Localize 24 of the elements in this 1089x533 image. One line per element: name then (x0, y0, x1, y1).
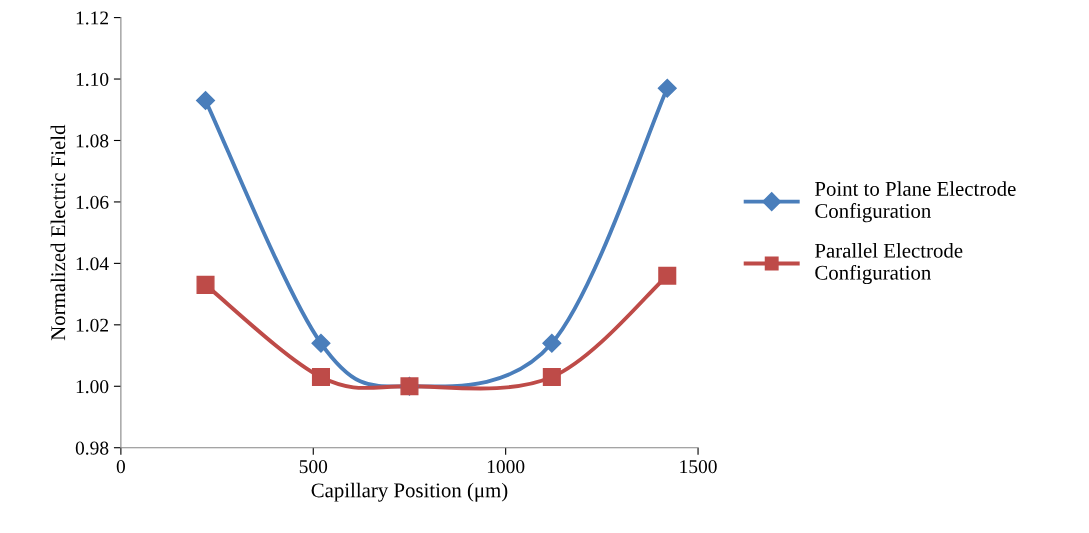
x-tick-label: 1000 (487, 460, 525, 474)
y-axis-title: Normalized Electric Field (50, 124, 66, 341)
point (311, 333, 331, 353)
y-tick-label: 1.08 (76, 134, 109, 148)
point (195, 91, 216, 111)
y-tick-label: 1.02 (76, 318, 108, 332)
y-tick-label: 1.06 (76, 195, 109, 209)
point (542, 333, 562, 353)
y-tick-label: 1.12 (76, 11, 108, 25)
point (658, 266, 677, 285)
y-tick-label: 0.98 (75, 441, 109, 455)
y-tick-label: 1.10 (76, 72, 109, 87)
x-tick-label: 500 (299, 460, 328, 474)
point (542, 368, 561, 387)
x-axis-title: Capillary Position (μm) (311, 482, 508, 502)
y-tick-label: 1.04 (76, 257, 109, 271)
legend-label: Parallel Electrode Configuration (815, 243, 963, 285)
legend-label: Point to Plane Electrode Configuration (815, 181, 1016, 223)
x-tick-label: 1500 (680, 460, 717, 474)
y-tick-label: 1.00 (76, 380, 109, 394)
point (657, 78, 677, 98)
point (311, 368, 330, 387)
point (196, 275, 215, 294)
x-tick-label: 0 (116, 460, 125, 474)
